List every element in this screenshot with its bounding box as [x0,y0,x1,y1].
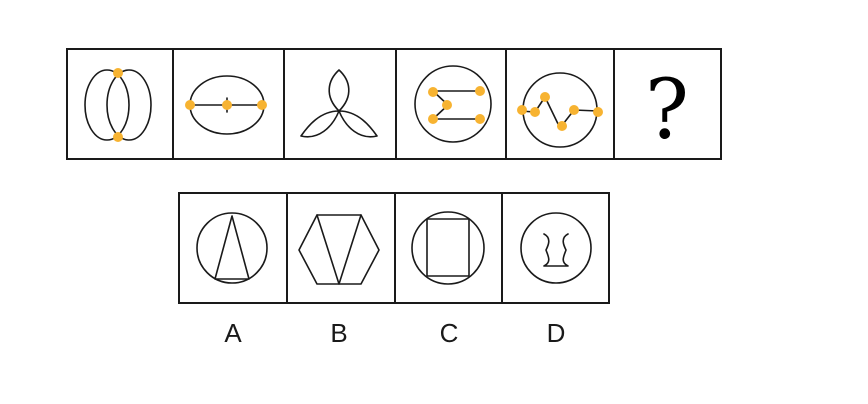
question-cell-3 [283,48,397,160]
marked-point [475,114,485,124]
marked-point [557,121,567,131]
circle-with-cross-line-icon [185,75,267,135]
option-b[interactable] [286,192,396,304]
circle-with-square-icon [411,211,485,285]
hexagon-with-v-icon [298,214,380,285]
circle-with-sigma-icon [414,65,492,143]
three-petal-icon [300,69,378,138]
marked-point [593,107,603,117]
marked-point [540,92,550,102]
question-row: ? [66,48,722,160]
marked-point [113,68,123,78]
marked-point [257,100,267,110]
option-a[interactable] [178,192,288,304]
option-b-label: B [330,318,347,348]
marked-point [113,132,123,142]
marked-point [530,107,540,117]
question-cell-1 [66,48,174,160]
question-mark-icon: ? [645,63,689,158]
marked-point [185,100,195,110]
marked-point [222,100,232,110]
option-c-label: C [440,318,459,348]
marked-point [569,105,579,115]
marked-point [428,87,438,97]
marked-point [517,105,527,115]
option-d-label: D [547,318,566,348]
option-a-label: A [224,318,242,348]
question-cell-5 [505,48,615,160]
marked-point [428,114,438,124]
marked-point [475,86,485,96]
double-ellipse-icon [84,68,152,142]
question-cell-6: ? [613,48,722,160]
circle-with-zigzag-icon [517,72,603,148]
circle-with-bracket-shape-icon [520,212,592,284]
option-d[interactable] [501,192,610,304]
question-cell-2 [172,48,285,160]
question-cell-4 [395,48,507,160]
options-row: A B C D [178,192,610,348]
option-c[interactable] [394,192,503,304]
marked-point [442,100,452,110]
circle-with-triangle-icon [196,212,268,284]
